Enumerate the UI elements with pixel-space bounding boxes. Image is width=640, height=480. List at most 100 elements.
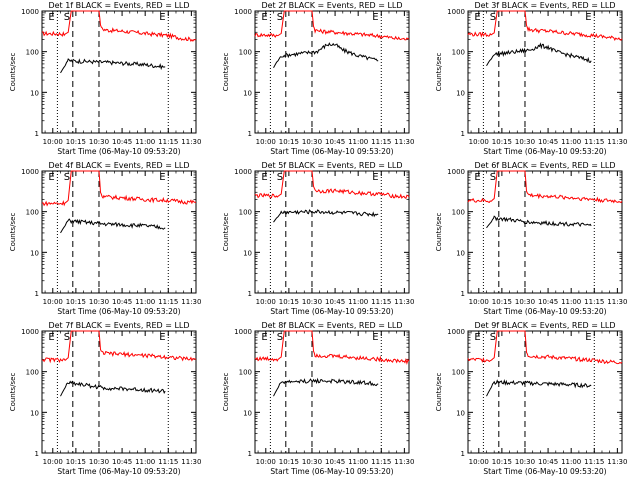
plot-frame xyxy=(41,10,197,134)
x-tick-label: 10:30 xyxy=(302,138,322,146)
x-tick-label: 11:15 xyxy=(158,138,178,146)
y-tick-label: 1000 xyxy=(447,328,465,336)
x-tick-label: 11:15 xyxy=(371,138,391,146)
x-tick-label: 10:45 xyxy=(112,458,132,466)
y-tick-label: 1000 xyxy=(234,8,252,16)
time-marker-label: E xyxy=(585,172,591,183)
lld-series-line xyxy=(254,330,410,365)
time-marker-label: E xyxy=(159,12,165,23)
y-axis-label: Counts/sec xyxy=(222,373,230,412)
events-series-line xyxy=(486,215,592,229)
x-axis-label: Start Time (06-May-10 09:53:20) xyxy=(483,147,606,156)
x-tick-label: 10:15 xyxy=(492,458,512,466)
time-marker-label: S xyxy=(277,172,283,183)
events-series-line xyxy=(60,380,166,397)
lld-series-line xyxy=(41,10,197,42)
y-axis-label: Counts/sec xyxy=(9,213,17,252)
y-tick-label: 1000 xyxy=(234,168,252,176)
x-tick-label: 11:00 xyxy=(135,138,155,146)
x-tick-label: 10:00 xyxy=(469,458,489,466)
x-tick-label: 10:15 xyxy=(492,138,512,146)
x-tick-label: 10:45 xyxy=(538,138,558,146)
events-series-line xyxy=(273,209,379,223)
detector-panel-3: Det 3f BLACK = Events, RED = LLD 1 10 100 10… xyxy=(435,1,627,156)
y-tick-label: 100 xyxy=(239,209,252,217)
y-axis-label: Counts/sec xyxy=(9,373,17,412)
time-marker-label: E xyxy=(159,172,165,183)
x-tick-label: 10:15 xyxy=(279,458,299,466)
y-tick-label: 1 xyxy=(461,130,465,138)
time-marker-label: E xyxy=(48,172,54,183)
y-tick-label: 100 xyxy=(26,209,39,217)
y-tick-label: 1000 xyxy=(447,8,465,16)
y-axis-label: Counts/sec xyxy=(9,53,17,92)
y-tick-label: 100 xyxy=(452,369,465,377)
y-tick-label: 10 xyxy=(243,89,252,97)
x-tick-label: 11:00 xyxy=(561,458,581,466)
x-tick-label: 11:00 xyxy=(561,298,581,306)
lld-series-line xyxy=(254,170,410,200)
y-tick-label: 10 xyxy=(243,249,252,257)
events-series-line xyxy=(486,378,592,397)
x-tick-label: 10:45 xyxy=(538,298,558,306)
panel-title: Det 8f BLACK = Events, RED = LLD xyxy=(261,321,402,330)
plot-frame xyxy=(254,10,410,134)
y-tick-label: 1 xyxy=(248,450,252,458)
y-tick-label: 1 xyxy=(35,290,39,298)
time-marker-label: E xyxy=(261,12,267,23)
y-tick-label: 100 xyxy=(452,49,465,57)
panel-title: Det 7f BLACK = Events, RED = LLD xyxy=(48,321,189,330)
y-tick-label: 1000 xyxy=(21,328,39,336)
lld-series-line xyxy=(467,10,623,41)
y-tick-label: 10 xyxy=(456,89,465,97)
y-tick-label: 100 xyxy=(26,369,39,377)
plot-frame xyxy=(467,10,623,134)
x-tick-label: 10:00 xyxy=(43,458,63,466)
detector-panel-6: Det 6f BLACK = Events, RED = LLD 1 10 100 10… xyxy=(435,161,627,316)
x-tick-label: 11:00 xyxy=(348,298,368,306)
x-tick-label: 10:45 xyxy=(325,138,345,146)
detector-panel-4: Det 4f BLACK = Events, RED = LLD 1 10 100 10… xyxy=(9,161,201,316)
time-marker-label: S xyxy=(490,12,496,23)
y-tick-label: 100 xyxy=(239,49,252,57)
y-tick-label: 10 xyxy=(243,409,252,417)
events-series-line xyxy=(273,42,379,69)
time-marker-label: E xyxy=(261,332,267,343)
plot-frame xyxy=(41,330,197,454)
events-series-line xyxy=(486,42,592,67)
x-tick-label: 10:00 xyxy=(469,138,489,146)
y-tick-label: 1 xyxy=(248,130,252,138)
x-tick-label: 11:30 xyxy=(181,138,201,146)
time-marker-label: S xyxy=(277,332,283,343)
time-marker-label: E xyxy=(372,12,378,23)
x-tick-label: 10:00 xyxy=(43,298,63,306)
y-tick-label: 1 xyxy=(248,290,252,298)
panel-title: Det 1f BLACK = Events, RED = LLD xyxy=(48,1,189,10)
x-axis-label: Start Time (06-May-10 09:53:20) xyxy=(57,147,180,156)
plot-frame xyxy=(254,330,410,454)
y-tick-label: 1 xyxy=(461,450,465,458)
x-tick-label: 11:15 xyxy=(371,298,391,306)
y-tick-label: 10 xyxy=(456,409,465,417)
x-tick-label: 10:15 xyxy=(492,298,512,306)
x-tick-label: 11:00 xyxy=(135,298,155,306)
time-marker-label: E xyxy=(48,332,54,343)
y-tick-label: 100 xyxy=(452,209,465,217)
time-marker-label: E xyxy=(159,332,165,343)
time-marker-label: E xyxy=(48,12,54,23)
x-tick-label: 11:30 xyxy=(181,458,201,466)
y-axis-label: Counts/sec xyxy=(222,53,230,92)
y-tick-label: 1000 xyxy=(447,168,465,176)
y-tick-label: 1000 xyxy=(21,8,39,16)
x-tick-label: 11:00 xyxy=(135,458,155,466)
x-tick-label: 10:45 xyxy=(112,298,132,306)
panel-title: Det 4f BLACK = Events, RED = LLD xyxy=(48,161,189,170)
x-tick-label: 10:45 xyxy=(538,458,558,466)
y-axis-label: Counts/sec xyxy=(435,53,443,92)
x-tick-label: 10:30 xyxy=(302,458,322,466)
time-marker-label: S xyxy=(64,172,70,183)
x-tick-label: 10:15 xyxy=(279,138,299,146)
x-tick-label: 11:30 xyxy=(181,298,201,306)
x-tick-label: 11:30 xyxy=(607,298,627,306)
